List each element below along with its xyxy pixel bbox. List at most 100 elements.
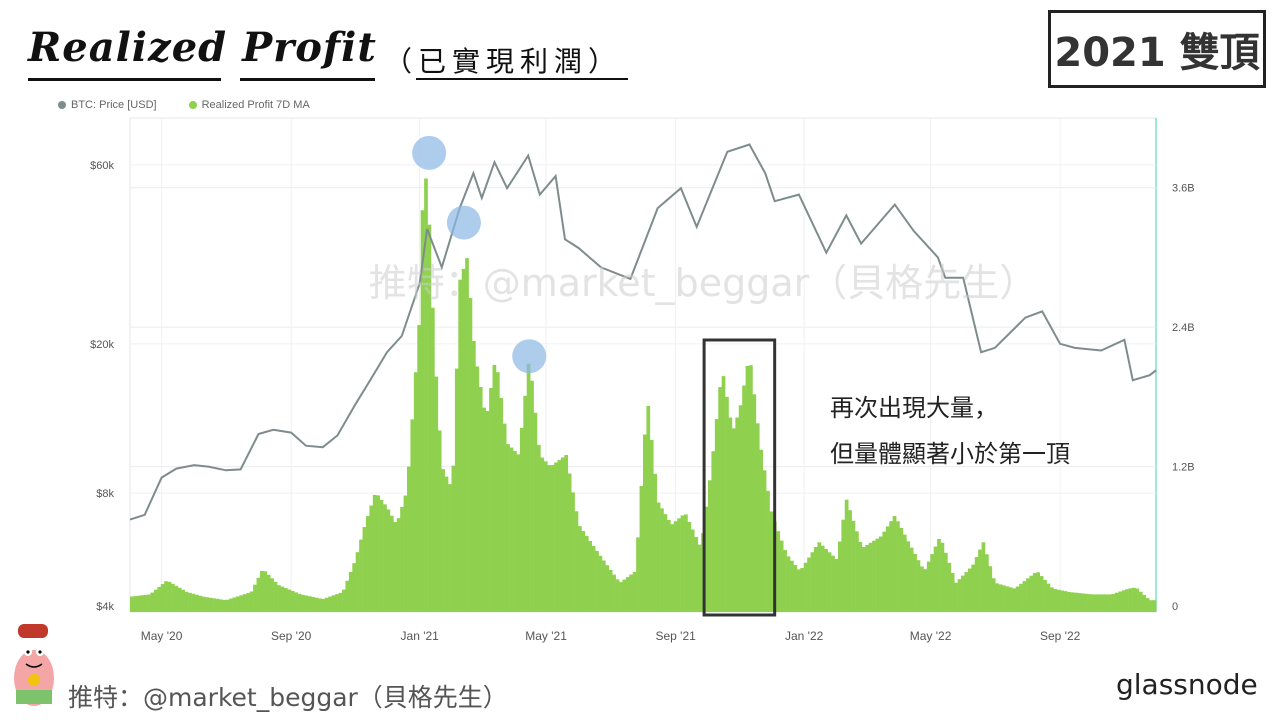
profit-bar bbox=[205, 597, 209, 612]
profit-bar bbox=[338, 592, 343, 612]
profit-bar bbox=[266, 574, 271, 612]
legend-dot-profit bbox=[188, 101, 197, 109]
profit-bar bbox=[1145, 598, 1150, 612]
profit-bar bbox=[342, 589, 346, 612]
profit-bar bbox=[430, 307, 435, 612]
profit-bar bbox=[1118, 591, 1123, 612]
profit-bar bbox=[198, 595, 203, 612]
profit-bar bbox=[407, 466, 411, 612]
profit-bar bbox=[878, 536, 883, 612]
profit-bar bbox=[273, 581, 278, 612]
profit-bar bbox=[971, 564, 976, 612]
profit-bar bbox=[718, 387, 722, 612]
peak-highlight-circle bbox=[512, 339, 547, 374]
profit-bar bbox=[909, 547, 914, 612]
profit-bar bbox=[201, 596, 206, 612]
profit-bar bbox=[160, 584, 165, 612]
profit-bar bbox=[1005, 586, 1010, 612]
profit-bar bbox=[1036, 572, 1041, 612]
profit-bar bbox=[796, 569, 801, 612]
profit-bar bbox=[670, 524, 675, 612]
profit-bar bbox=[629, 574, 634, 612]
profit-bar bbox=[417, 325, 421, 612]
profit-bar bbox=[1008, 587, 1013, 612]
profit-bar bbox=[1104, 594, 1109, 612]
profit-bar bbox=[495, 372, 500, 612]
profit-bar bbox=[817, 542, 822, 612]
profit-bar bbox=[649, 439, 654, 612]
profit-bar bbox=[485, 411, 490, 612]
profit-bar bbox=[943, 552, 948, 612]
profit-bar bbox=[834, 558, 839, 612]
profit-bar bbox=[424, 178, 428, 613]
profit-bar bbox=[745, 365, 750, 612]
profit-bar bbox=[865, 544, 870, 612]
price-line-layer bbox=[129, 143, 1157, 521]
profit-bar bbox=[961, 575, 965, 612]
profit-bar bbox=[256, 577, 261, 612]
title-underline-2 bbox=[240, 78, 375, 81]
profit-bar bbox=[133, 596, 138, 612]
btc-price-line bbox=[129, 143, 1157, 521]
profit-bar bbox=[643, 434, 647, 612]
x-tick-label: Sep '20 bbox=[271, 629, 312, 643]
profit-bar bbox=[800, 567, 805, 612]
profit-bar bbox=[1077, 593, 1082, 612]
profit-bar bbox=[215, 598, 220, 612]
y-left-tick-label: $8k bbox=[96, 488, 114, 500]
profit-bar bbox=[362, 527, 367, 612]
profit-bar bbox=[920, 566, 924, 612]
title-chinese: （已實現利潤） bbox=[384, 45, 623, 78]
peak-highlight-circle bbox=[412, 135, 447, 170]
profit-bar bbox=[848, 510, 852, 612]
profit-bar bbox=[290, 590, 295, 612]
profit-bar bbox=[222, 599, 227, 612]
profit-bar bbox=[136, 595, 141, 612]
profit-bar bbox=[540, 457, 545, 612]
profit-bar bbox=[410, 419, 415, 612]
profit-bar bbox=[311, 596, 315, 612]
profit-bar bbox=[294, 592, 298, 612]
profit-bar bbox=[725, 396, 729, 612]
profit-bar bbox=[352, 563, 357, 612]
y-right-tick-label: 1.2B bbox=[1172, 462, 1195, 474]
profit-bar bbox=[728, 417, 733, 612]
profit-bar bbox=[1087, 594, 1092, 612]
profit-bar bbox=[403, 495, 408, 612]
profit-bar bbox=[687, 521, 692, 612]
profit-bar bbox=[967, 568, 972, 612]
profit-bar bbox=[478, 387, 483, 612]
profit-bar bbox=[533, 412, 538, 612]
profit-bar bbox=[1063, 591, 1068, 612]
profit-bar bbox=[277, 585, 281, 612]
profit-bar bbox=[831, 555, 835, 612]
profit-bar bbox=[588, 540, 592, 612]
profit-bar bbox=[413, 372, 418, 612]
profit-bar bbox=[181, 589, 186, 612]
profit-bar bbox=[393, 521, 398, 612]
y-left-tick-label: $20k bbox=[90, 339, 114, 351]
legend-item-profit[interactable]: Realized Profit 7D MA bbox=[188, 99, 310, 111]
profit-bar bbox=[523, 395, 528, 612]
profit-bar bbox=[376, 495, 380, 612]
profit-bar bbox=[1012, 588, 1017, 612]
annotation-line: 再次出現大量， bbox=[830, 394, 998, 422]
watermark-text: 推特：@market_beggar（貝格先生） bbox=[369, 261, 1038, 305]
profit-bar bbox=[899, 527, 904, 612]
profit-bar bbox=[1121, 590, 1126, 612]
profit-bar bbox=[1049, 587, 1054, 612]
y-right-tick-label: 2.4B bbox=[1172, 322, 1195, 334]
profit-bar bbox=[902, 534, 907, 612]
profit-bar bbox=[526, 363, 531, 612]
profit-bar bbox=[1108, 594, 1112, 612]
profit-bar bbox=[130, 596, 134, 612]
profit-bar bbox=[578, 526, 582, 612]
profit-bar bbox=[889, 521, 893, 612]
profit-bar bbox=[861, 546, 866, 612]
profit-bar bbox=[584, 536, 589, 612]
legend-item-price[interactable]: BTC: Price [USD] bbox=[58, 99, 157, 111]
profit-bar bbox=[379, 499, 384, 612]
profit-bar bbox=[694, 537, 699, 612]
profit-bar bbox=[499, 397, 504, 612]
profit-bar bbox=[855, 531, 859, 612]
